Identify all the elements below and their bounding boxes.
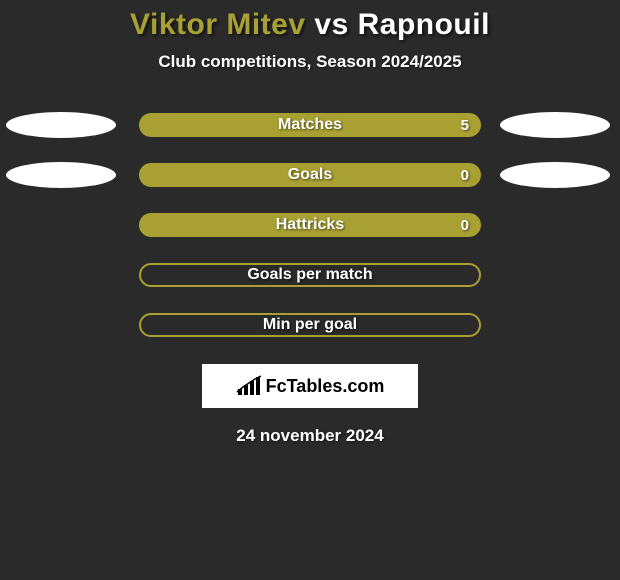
left-oval	[6, 162, 116, 188]
stat-label: Goals per match	[247, 266, 372, 284]
source-logo: FcTables.com	[202, 364, 418, 408]
stat-bar: Matches 5	[139, 113, 481, 137]
stat-label: Goals	[288, 166, 332, 184]
stat-rows: Matches 5 Goals 0 Hattricks 0 Goals per match M…	[0, 112, 620, 338]
player1-name: Viktor Mitev	[130, 8, 306, 41]
stat-bar: Goals 0	[139, 163, 481, 187]
right-oval	[500, 162, 610, 188]
player2-name: Rapnouil	[358, 8, 490, 41]
right-oval	[500, 112, 610, 138]
logo-text: FcTables.com	[266, 376, 385, 397]
vs-separator: vs	[314, 8, 348, 41]
comparison-infographic: Viktor Mitev vs Rapnouil Club competitio…	[0, 0, 620, 446]
stat-bar: Hattricks 0	[139, 213, 481, 237]
stat-label: Hattricks	[276, 216, 344, 234]
stat-row: Hattricks 0	[0, 212, 620, 238]
stat-value-right: 0	[461, 217, 469, 234]
stat-bar: Min per goal	[139, 313, 481, 337]
stat-row: Matches 5	[0, 112, 620, 138]
stat-row: Min per goal	[0, 312, 620, 338]
stat-label: Matches	[278, 116, 342, 134]
stat-bar: Goals per match	[139, 263, 481, 287]
page-title: Viktor Mitev vs Rapnouil	[0, 8, 620, 42]
stat-value-right: 0	[461, 167, 469, 184]
stat-row: Goals per match	[0, 262, 620, 288]
date-label: 24 november 2024	[0, 426, 620, 446]
stat-row: Goals 0	[0, 162, 620, 188]
stat-label: Min per goal	[263, 316, 357, 334]
bar-chart-icon	[236, 375, 262, 397]
subtitle: Club competitions, Season 2024/2025	[0, 52, 620, 72]
left-oval	[6, 112, 116, 138]
stat-value-right: 5	[461, 117, 469, 134]
